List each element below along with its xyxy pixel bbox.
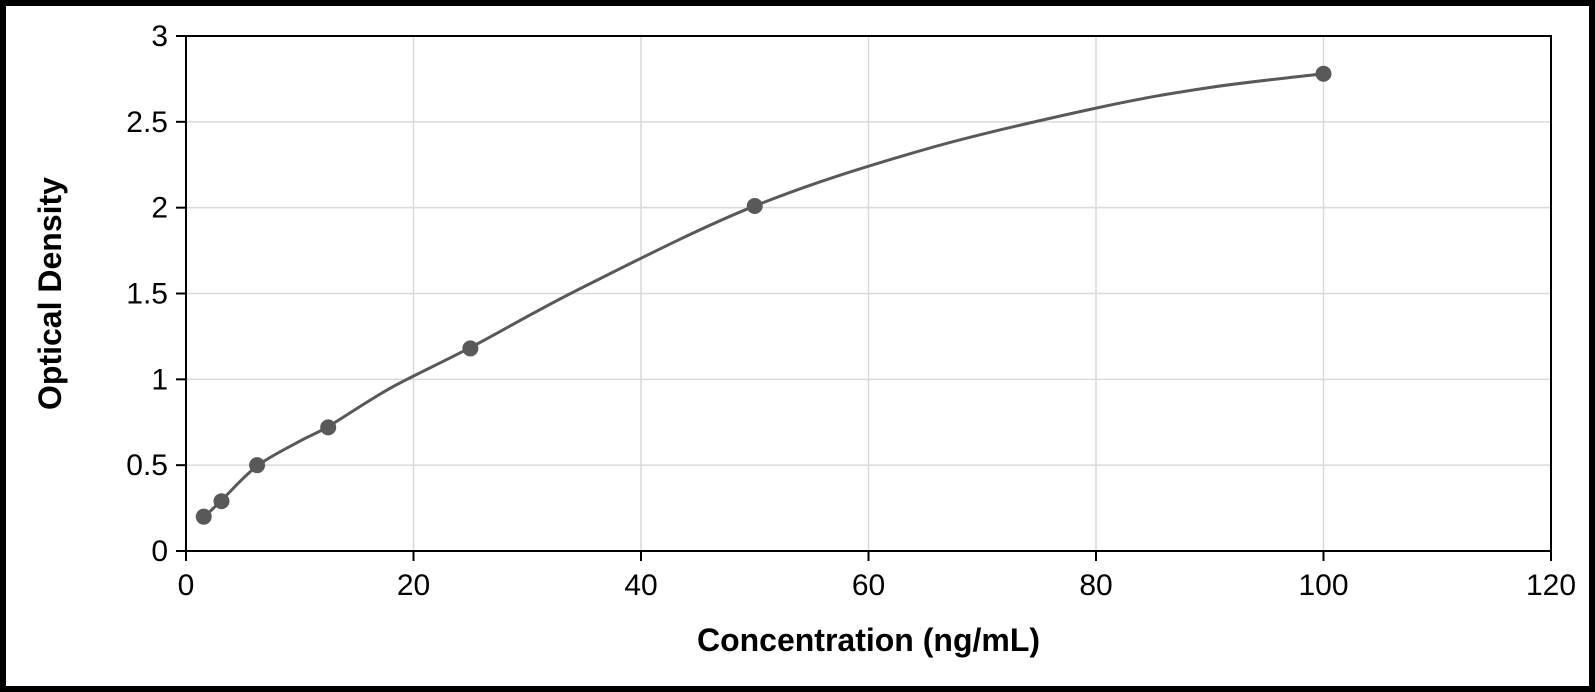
x-tick-label: 100	[1298, 569, 1348, 602]
y-tick-label: 3	[151, 20, 168, 53]
chart-frame: 0 20 40 60 80 100 120 0 0.5 1 1.5 2 2.5 3 Concentratio…	[0, 0, 1595, 692]
y-tick-label: 1.5	[126, 278, 168, 311]
chart-svg: 0 20 40 60 80 100 120 0 0.5 1 1.5 2 2.5 3 Concentratio…	[6, 6, 1589, 686]
x-tick-label: 60	[852, 569, 885, 602]
x-tick-label: 20	[397, 569, 430, 602]
y-tick-label: 2	[151, 192, 168, 225]
y-tick-label: 2.5	[126, 106, 168, 139]
data-point	[249, 457, 265, 473]
data-point	[747, 198, 763, 214]
y-tick-label: 0	[151, 535, 168, 568]
data-point	[196, 509, 212, 525]
x-tick-label: 40	[624, 569, 657, 602]
x-tick-label: 80	[1079, 569, 1112, 602]
chart-container: 0 20 40 60 80 100 120 0 0.5 1 1.5 2 2.5 3 Concentratio…	[6, 6, 1589, 686]
y-axis-label: Optical Density	[32, 177, 68, 410]
x-axis-label: Concentration (ng/mL)	[697, 622, 1040, 658]
y-tick-label: 1	[151, 363, 168, 396]
data-point	[1316, 66, 1332, 82]
data-point	[320, 419, 336, 435]
data-point	[213, 493, 229, 509]
y-tick-label: 0.5	[126, 449, 168, 482]
x-tick-label: 0	[178, 569, 195, 602]
data-point	[462, 340, 478, 356]
x-tick-label: 120	[1526, 569, 1576, 602]
